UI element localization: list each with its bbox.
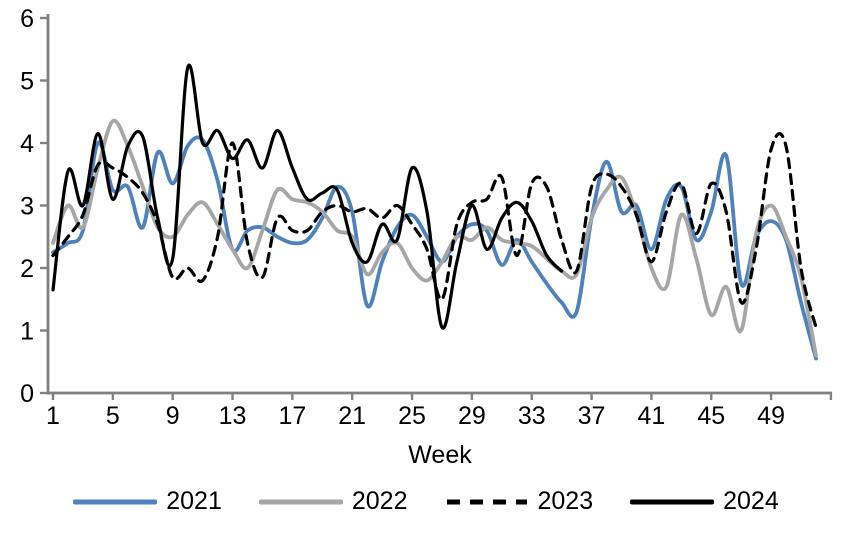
legend-item-2021: 2021 (73, 489, 222, 514)
x-tick-label: 41 (637, 402, 665, 430)
x-tick-label: 25 (398, 402, 426, 430)
legend: 2021 2022 2023 2024 (0, 489, 852, 514)
legend-swatch-2023 (446, 499, 527, 504)
legend-item-2023: 2023 (445, 487, 594, 515)
y-tick-label: 5 (20, 68, 34, 96)
legend-swatch-2024 (630, 499, 715, 504)
y-tick-label: 0 (20, 380, 34, 408)
x-tick-label: 13 (219, 402, 247, 430)
legend-swatch-2021 (73, 499, 158, 504)
series-line-2024 (51, 63, 564, 330)
y-tick-label: 4 (20, 130, 34, 158)
x-tick-label: 37 (578, 402, 606, 430)
y-tick-label: 2 (20, 255, 34, 283)
x-tick-label: 33 (518, 402, 546, 430)
legend-label-2021: 2021 (166, 487, 222, 515)
series-line-2021 (51, 135, 818, 361)
x-tick-label: 45 (697, 402, 725, 430)
x-axis-label: Week (408, 441, 472, 469)
x-tick-label: 21 (338, 402, 366, 430)
x-tick-label: 9 (166, 402, 180, 430)
series-line-2023 (51, 132, 818, 329)
x-tick-label: 17 (278, 402, 306, 430)
legend-item-2022: 2022 (258, 487, 408, 515)
y-tick-label: 1 (20, 318, 34, 346)
x-tick-label: 49 (757, 402, 785, 430)
x-tick-label: 5 (106, 402, 120, 430)
legend-label-2024: 2024 (723, 487, 779, 515)
x-tick-label: 1 (46, 402, 60, 430)
legend-swatch-2022 (258, 499, 343, 504)
legend-label-2023: 2023 (537, 487, 594, 515)
y-tick-label: 6 (20, 5, 34, 33)
legend-item-2024: 2024 (630, 489, 779, 514)
legend-label-2022: 2022 (351, 487, 408, 515)
series-line-2022 (51, 118, 818, 358)
x-tick-label: 29 (458, 402, 486, 430)
y-tick-label: 3 (20, 193, 34, 221)
